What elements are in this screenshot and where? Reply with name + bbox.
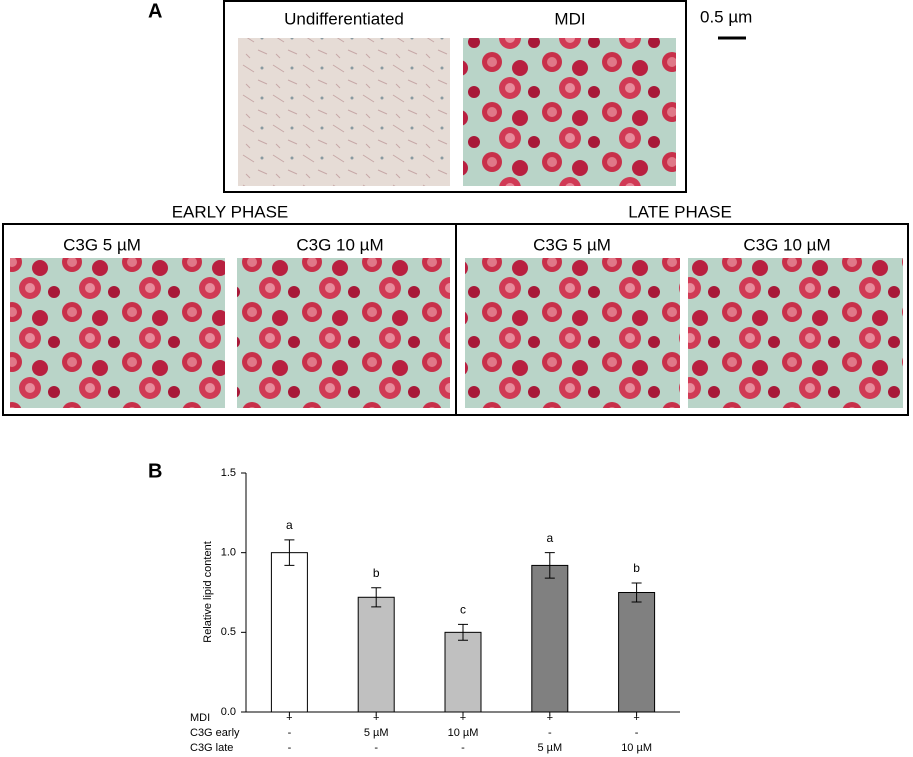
error-bar [371, 587, 382, 608]
y-tick-label: 1.5 [221, 467, 236, 479]
row-cell: - [461, 742, 465, 754]
micrograph [463, 38, 676, 186]
scale-label: 0.5 µm [700, 7, 752, 26]
group-title: LATE PHASE [628, 202, 732, 221]
frame [455, 223, 909, 416]
y-axis-label: Relative lipid content [202, 541, 214, 643]
image-label: MDI [554, 9, 585, 28]
row-label: MDI [190, 712, 210, 724]
image-label: Undifferentiated [284, 9, 404, 28]
micrograph [10, 258, 225, 408]
row-cell: + [373, 712, 379, 724]
row-cell: 5 µM [537, 742, 562, 754]
row-cell: + [460, 712, 466, 724]
bar [618, 592, 656, 713]
image-label: C3G 5 µM [63, 235, 141, 254]
row-label: C3G early [190, 727, 240, 739]
panel-a: A Undifferentiated MDI 0.5 µm EARLY PHAS… [2, 0, 909, 416]
row-cell: 10 µM [621, 742, 652, 754]
frame [223, 0, 687, 193]
bar [357, 596, 395, 713]
annotation: a [286, 518, 293, 532]
micrograph [465, 258, 680, 408]
image-label: C3G 10 µM [296, 235, 383, 254]
row-label: C3G late [190, 742, 233, 754]
image-label: C3G 5 µM [533, 235, 611, 254]
bar [444, 631, 482, 713]
row-cell: 5 µM [364, 727, 389, 739]
bar [531, 564, 569, 713]
micrograph [688, 258, 903, 408]
row-cell: 10 µM [448, 727, 479, 739]
image-label: C3G 10 µM [743, 235, 830, 254]
error-bar [458, 623, 468, 641]
annotation: b [633, 561, 640, 575]
annotation: c [460, 603, 466, 617]
panel-label: B [148, 460, 162, 482]
row-cell: - [635, 727, 639, 739]
error-bar [631, 582, 642, 603]
row-cell: - [288, 727, 292, 739]
y-tick-label: 0.5 [221, 626, 236, 638]
error-bar [544, 552, 555, 579]
row-cell: + [633, 712, 639, 724]
micrograph [238, 38, 450, 186]
annotation: a [546, 531, 553, 545]
row-cell: + [547, 712, 553, 724]
row-cell: + [286, 712, 292, 724]
bar [270, 552, 308, 713]
annotation: b [373, 566, 380, 580]
panel-label: A [148, 0, 162, 22]
y-tick-label: 1.0 [221, 547, 236, 559]
y-tick-label: 0.0 [221, 706, 236, 718]
row-cell: - [288, 742, 292, 754]
error-bar [284, 539, 295, 566]
row-cell: - [548, 727, 552, 739]
row-cell: - [374, 742, 378, 754]
micrograph [237, 258, 450, 408]
group-title: EARLY PHASE [172, 202, 289, 221]
